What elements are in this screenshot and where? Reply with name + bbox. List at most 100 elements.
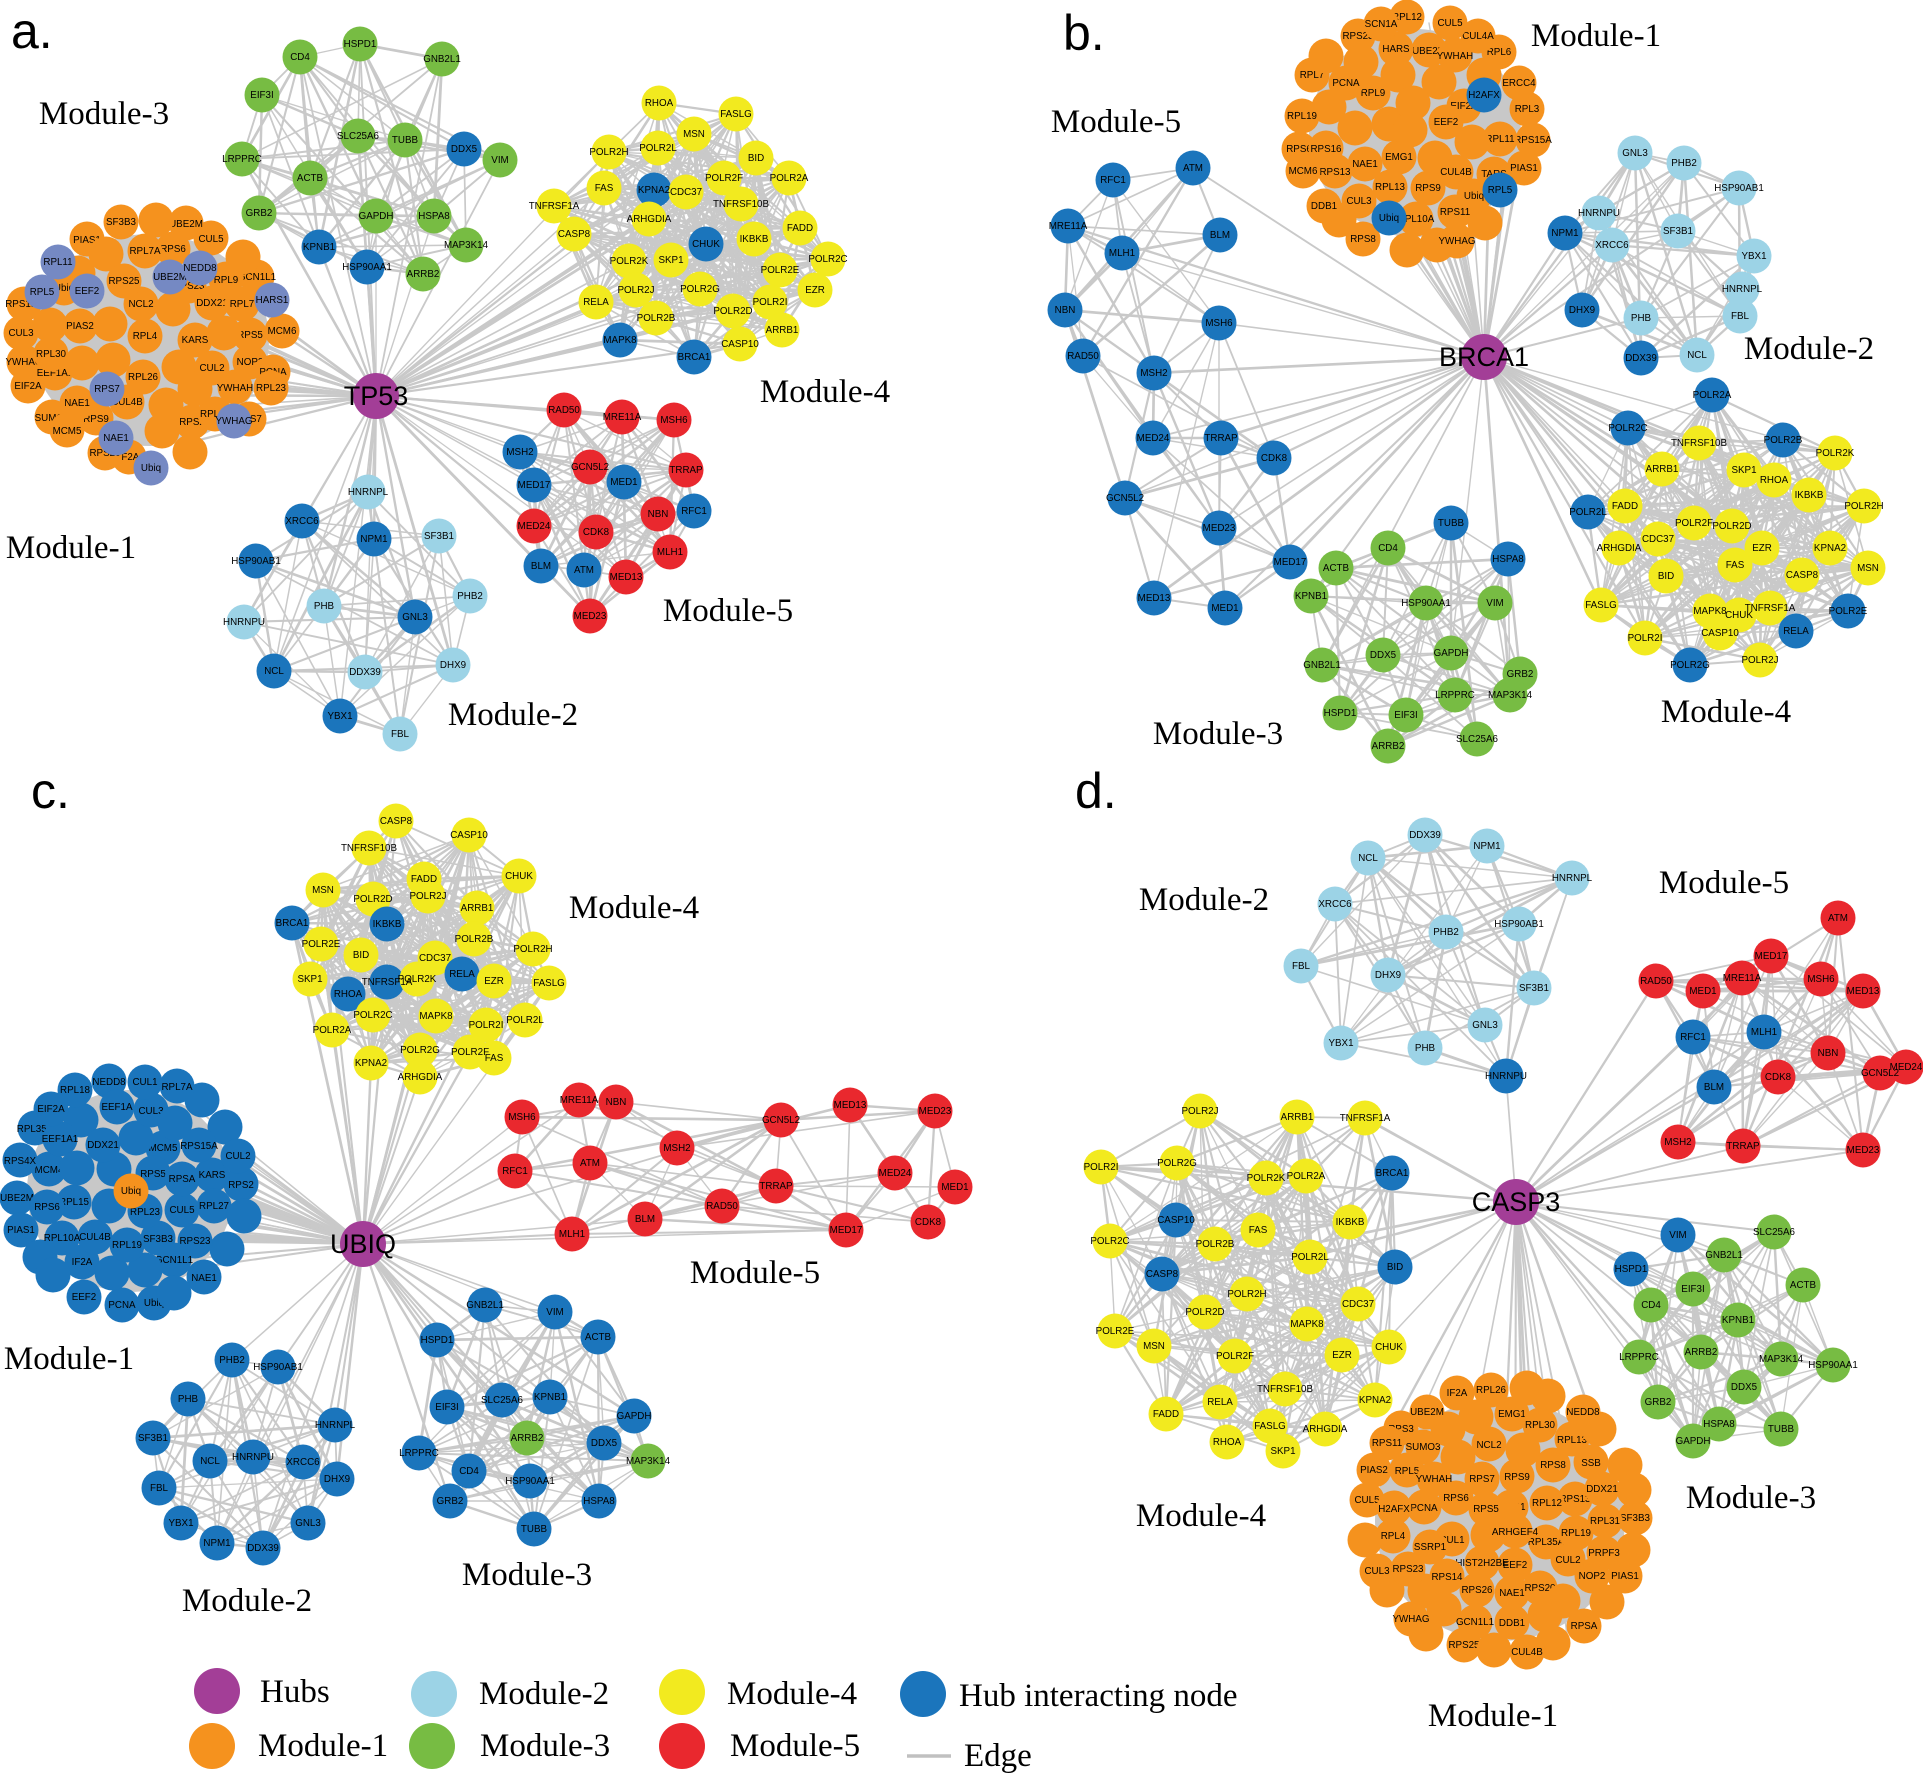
- svg-text:FADD: FADD: [1612, 501, 1638, 512]
- svg-text:MAPK8: MAPK8: [1290, 1319, 1324, 1330]
- svg-text:TP53: TP53: [344, 381, 409, 411]
- svg-text:YWHAG: YWHAG: [1438, 236, 1475, 247]
- svg-text:NBN: NBN: [1055, 305, 1076, 316]
- svg-text:RPL21: RPL21: [200, 409, 230, 420]
- svg-text:CD4: CD4: [1378, 543, 1398, 554]
- svg-text:POLR2F: POLR2F: [451, 1047, 489, 1058]
- svg-text:NEDD8: NEDD8: [183, 263, 217, 274]
- svg-text:HSP90AB1: HSP90AB1: [231, 556, 281, 567]
- svg-text:KPNA2: KPNA2: [355, 1058, 387, 1069]
- svg-text:HARS: HARS: [1382, 44, 1410, 55]
- svg-text:CDK8: CDK8: [1261, 453, 1288, 464]
- svg-text:HSPD1: HSPD1: [1324, 708, 1357, 719]
- svg-text:TNFRSF10B: TNFRSF10B: [1257, 1384, 1314, 1395]
- svg-text:YBX1: YBX1: [327, 711, 352, 722]
- svg-text:MED1: MED1: [1689, 986, 1716, 997]
- svg-text:VIM: VIM: [546, 1307, 563, 1318]
- svg-text:RPL15: RPL15: [59, 1197, 90, 1208]
- svg-text:NAE1: NAE1: [64, 398, 90, 409]
- svg-text:CD4: CD4: [290, 52, 310, 63]
- svg-text:YWHAH: YWHAH: [217, 383, 253, 394]
- svg-text:Module-3: Module-3: [480, 1728, 610, 1764]
- svg-text:MED1: MED1: [941, 1182, 968, 1193]
- svg-text:FBL: FBL: [1292, 961, 1311, 972]
- svg-text:CUL3: CUL3: [138, 1106, 164, 1117]
- svg-text:RPL26: RPL26: [128, 372, 159, 383]
- svg-text:UBE2M: UBE2M: [1412, 46, 1446, 57]
- svg-text:SF3B1: SF3B1: [138, 1433, 168, 1444]
- svg-text:MRE11A: MRE11A: [1723, 973, 1762, 984]
- svg-text:POLR2G: POLR2G: [1157, 1158, 1197, 1169]
- svg-text:XRCC6: XRCC6: [286, 1457, 320, 1468]
- svg-text:RPS15A: RPS15A: [5, 299, 43, 310]
- svg-text:HSPA8: HSPA8: [418, 211, 450, 222]
- svg-text:POLR2D: POLR2D: [1712, 521, 1751, 532]
- svg-text:HSP90AB1: HSP90AB1: [1714, 183, 1764, 194]
- svg-text:GCN5L2: GCN5L2: [1106, 493, 1144, 504]
- svg-text:RPL4: RPL4: [133, 331, 158, 342]
- svg-text:Module-4: Module-4: [1661, 694, 1791, 730]
- svg-text:EEF1A1: EEF1A1: [37, 368, 74, 379]
- svg-text:Module-5: Module-5: [690, 1255, 820, 1291]
- svg-text:GNL3: GNL3: [1472, 1020, 1498, 1031]
- svg-text:NAE1: NAE1: [103, 433, 129, 444]
- svg-text:GNL3: GNL3: [295, 1518, 321, 1529]
- svg-text:CUL4B: CUL4B: [1511, 1647, 1543, 1658]
- svg-text:FBL: FBL: [391, 729, 410, 740]
- svg-text:PIAS2: PIAS2: [66, 321, 94, 332]
- svg-text:MLH1: MLH1: [1109, 248, 1135, 259]
- svg-text:RPS4X: RPS4X: [4, 1156, 37, 1167]
- svg-text:Module-4: Module-4: [760, 374, 890, 410]
- svg-text:POLR2C: POLR2C: [353, 1010, 392, 1021]
- svg-text:SF3B3: SF3B3: [1620, 1513, 1651, 1524]
- svg-text:H2AFX: H2AFX: [1378, 1504, 1410, 1515]
- svg-text:TRRAP: TRRAP: [1726, 1141, 1760, 1152]
- svg-text:Module-4: Module-4: [569, 890, 699, 926]
- svg-text:Module-2: Module-2: [1139, 882, 1269, 918]
- svg-text:MSN: MSN: [1857, 563, 1879, 574]
- svg-text:RPS23: RPS23: [1342, 31, 1374, 42]
- svg-text:CUL4B: CUL4B: [111, 397, 143, 408]
- svg-text:RPS5: RPS5: [1473, 1504, 1499, 1515]
- svg-text:FBL: FBL: [1731, 311, 1750, 322]
- svg-text:POLR2I: POLR2I: [469, 1020, 504, 1031]
- svg-text:LRPPRC: LRPPRC: [222, 154, 262, 165]
- svg-text:CUL2: CUL2: [225, 1151, 250, 1162]
- svg-text:MLH1: MLH1: [657, 547, 683, 558]
- svg-text:POLR2F: POLR2F: [1216, 1351, 1254, 1362]
- svg-text:RPSA: RPSA: [169, 1174, 196, 1185]
- svg-text:Module-5: Module-5: [1051, 104, 1181, 140]
- svg-text:Module-3: Module-3: [462, 1557, 592, 1593]
- svg-text:ARRB2: ARRB2: [1685, 1347, 1718, 1358]
- svg-text:EIF3I: EIF3I: [435, 1402, 458, 1413]
- svg-text:GRB2: GRB2: [1645, 1397, 1672, 1408]
- svg-text:ARHGEF4: ARHGEF4: [1492, 1527, 1539, 1538]
- svg-text:MED23: MED23: [574, 611, 607, 622]
- svg-text:Module-1: Module-1: [258, 1728, 388, 1764]
- svg-text:MSH6: MSH6: [1807, 974, 1835, 985]
- svg-text:MSN: MSN: [312, 885, 334, 896]
- svg-text:CHUK: CHUK: [692, 239, 720, 250]
- svg-text:PCNA: PCNA: [108, 1300, 136, 1311]
- svg-text:BID: BID: [353, 950, 369, 961]
- svg-text:POLR2G: POLR2G: [680, 284, 720, 295]
- svg-text:NAE1: NAE1: [191, 1273, 217, 1284]
- svg-text:FAS: FAS: [485, 1053, 504, 1064]
- svg-text:POLR2J: POLR2J: [409, 891, 446, 902]
- svg-text:RPL30: RPL30: [1525, 1420, 1556, 1431]
- svg-text:POLR2J: POLR2J: [1741, 655, 1778, 666]
- svg-text:HSP90AB1: HSP90AB1: [253, 1362, 303, 1373]
- svg-text:TRRAP: TRRAP: [1204, 433, 1238, 444]
- svg-text:RPS6: RPS6: [1443, 1493, 1469, 1504]
- svg-text:BID: BID: [1658, 571, 1674, 582]
- svg-text:HSP90AA1: HSP90AA1: [1401, 598, 1451, 609]
- svg-text:RPS3: RPS3: [1388, 1424, 1414, 1435]
- svg-text:POLR2H: POLR2H: [1227, 1289, 1266, 1300]
- svg-text:Module-3: Module-3: [1153, 716, 1283, 752]
- svg-text:GNL3: GNL3: [1622, 148, 1648, 159]
- svg-text:RPS7: RPS7: [1469, 1474, 1495, 1485]
- svg-text:POLR2C: POLR2C: [1608, 423, 1647, 434]
- svg-text:MSH2: MSH2: [1664, 1137, 1691, 1148]
- svg-text:RPS9: RPS9: [83, 414, 109, 425]
- svg-text:DDB1: DDB1: [1311, 201, 1337, 212]
